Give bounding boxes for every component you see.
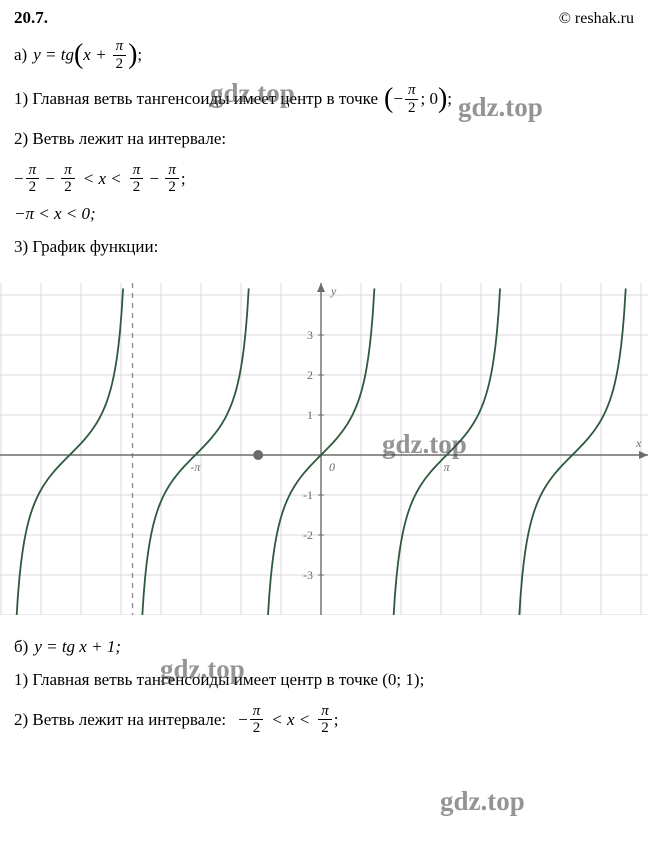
semi4: ; [334,707,339,733]
svg-text:x: x [635,436,642,450]
copyright: © reshak.ru [559,10,634,28]
frac-num2: π [405,82,419,100]
part-b-step1: 1) Главная ветвь тангенсоиды имеет центр… [14,667,634,693]
formula-prefix: y = tg [33,45,74,65]
y-val: 0 [429,86,438,112]
part-b-step2: 2) Ветвь лежит на интервале: − π 2 < x <… [14,703,634,737]
svg-text:π: π [444,460,451,474]
part-a-step3: 3) График функции: [14,234,634,260]
frac-f: π 2 [318,703,332,737]
rparen2: ) [438,85,447,113]
semi3: ; [181,169,186,189]
frac-point: π 2 [405,82,419,116]
fn5: π [250,703,264,721]
frac-d: π 2 [165,162,179,196]
minus-op: − [41,169,59,189]
lparen: ( [74,41,83,69]
frac-den2: 2 [405,100,419,117]
svg-text:2: 2 [307,368,313,382]
minus-op2: − [145,169,163,189]
fd: 2 [26,179,40,196]
frac-a: π 2 [26,162,40,196]
step1-text: 1) Главная ветвь тангенсоиды имеет центр… [14,86,378,112]
fd4: 2 [165,179,179,196]
fn3: π [130,162,144,180]
frac-den: 2 [113,56,127,73]
fn: π [26,162,40,180]
fn4: π [165,162,179,180]
part-b-eq: y = tg x + 1; [34,637,121,657]
part-a-step2: 2) Ветвь лежит на интервале: [14,126,634,152]
neg-b: − [238,707,248,733]
part-b-formula: б) y = tg x + 1; [14,637,634,657]
formula-inner: x + [83,45,106,65]
ineq-line2: −π < x < 0; [14,204,634,224]
svg-text:-1: -1 [303,488,313,502]
lparen2: ( [384,85,393,113]
neg-sign: − [393,86,403,112]
fd2: 2 [61,179,75,196]
frac-num: π [113,38,127,56]
step2b-prefix: 2) Ветвь лежит на интервале: [14,707,226,733]
fd6: 2 [318,720,332,737]
part-a-label: а) [14,45,27,65]
frac-pi2: π 2 [113,38,127,72]
semicolon: ; [137,45,142,65]
neg1: − [14,169,24,189]
svg-text:-π: -π [190,460,201,474]
part-a-formula: а) y = tg ( x + π 2 ) ; [14,38,634,72]
part-b-label: б) [14,637,28,657]
svg-text:-3: -3 [303,568,313,582]
problem-number: 20.7. [14,8,48,28]
mid-ineq: < x < [83,169,122,189]
svg-text:y: y [330,284,337,298]
frac-c: π 2 [130,162,144,196]
semi2: ; [447,86,452,112]
frac-e: π 2 [250,703,264,737]
watermark: gdz.top [440,786,525,817]
svg-text:-2: -2 [303,528,313,542]
mid-ineq-b: < x < [271,707,310,733]
graph-container: x y -3 -2 -1 1 2 3 -π 0 π [0,283,648,615]
fd3: 2 [130,179,144,196]
fd5: 2 [250,720,264,737]
rparen: ) [128,41,137,69]
tangent-graph: x y -3 -2 -1 1 2 3 -π 0 π [0,283,648,615]
svg-text:1: 1 [307,408,313,422]
sep: ; [420,86,429,112]
svg-text:3: 3 [307,328,313,342]
fn6: π [318,703,332,721]
frac-b: π 2 [61,162,75,196]
fn2: π [61,162,75,180]
part-a-step1: 1) Главная ветвь тангенсоиды имеет центр… [14,82,634,116]
ineq-line1: − π 2 − π 2 < x < π 2 − π 2 ; [14,162,634,196]
svg-text:0: 0 [329,460,335,474]
